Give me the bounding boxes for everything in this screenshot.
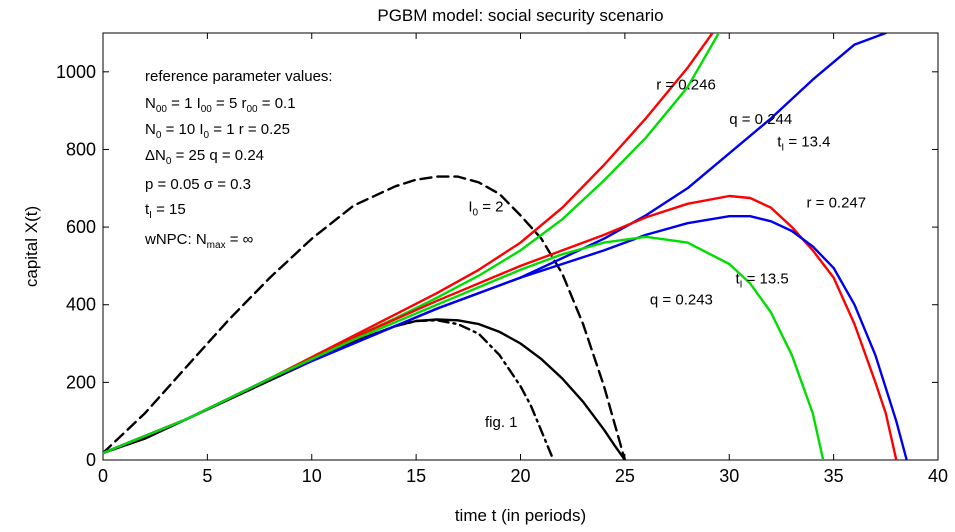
y-tick-label: 1000 [56,62,96,82]
curve-annotation: q = 0.243 [650,292,713,309]
y-tick-label: 0 [86,450,96,470]
x-tick-label: 10 [302,466,322,486]
series-line-8 [103,215,908,460]
curve-annotation: r = 0.247 [806,195,866,212]
reference-line: N00 = 1 I00 = 5 r00 = 0.1 [145,95,296,115]
x-tick-label: 5 [202,466,212,486]
curve-annotation: fig. 1 [485,414,518,431]
y-tick-label: 600 [66,217,96,237]
y-axis-label: capital X(t) [22,206,41,287]
y-tick-label: 400 [66,295,96,315]
series-line-9 [103,235,825,460]
curve-annotation: tI = 13.4 [777,133,830,153]
annotation-layer: r = 0.246 q = 0.244 tI = 13.4 r = 0.247 tI =… [468,76,866,431]
x-tick-label: 30 [719,466,739,486]
x-tick-label: 40 [928,466,948,486]
reference-heading: reference parameter values: [145,68,333,85]
reference-line: wNPC: Nmax = ∞ [144,231,254,251]
series-line-2 [394,319,553,458]
x-tick-label: 20 [510,466,530,486]
chart-title: PGBM model: social security scenario [377,6,663,25]
x-tick-label: 25 [615,466,635,486]
reference-line: tI = 15 [145,201,186,221]
series-line-1 [103,318,627,460]
reference-parameter-box: reference parameter values: N00 = 1 I00 =… [144,68,333,251]
x-tick-label: 0 [98,466,108,486]
y-tick-label: 800 [66,139,96,159]
y-tick-label: 200 [66,372,96,392]
curve-annotation: tI = 13.5 [736,270,789,290]
x-tick-label: 15 [406,466,426,486]
x-tick-label: 35 [824,466,844,486]
reference-line: ΔN0 = 25 q = 0.24 [145,147,264,167]
x-axis-label: time t (in periods) [455,506,586,525]
curve-annotation: q = 0.244 [729,111,792,128]
series-line-3 [103,175,627,460]
reference-line: p = 0.05 σ = 0.3 [145,176,251,193]
curve-annotation: I0 = 2 [468,199,503,219]
series-line-7 [103,194,898,460]
curve-annotation: r = 0.246 [656,76,716,93]
reference-line: N0 = 10 I0 = 1 r = 0.25 [145,121,290,141]
series-layer [103,33,908,460]
